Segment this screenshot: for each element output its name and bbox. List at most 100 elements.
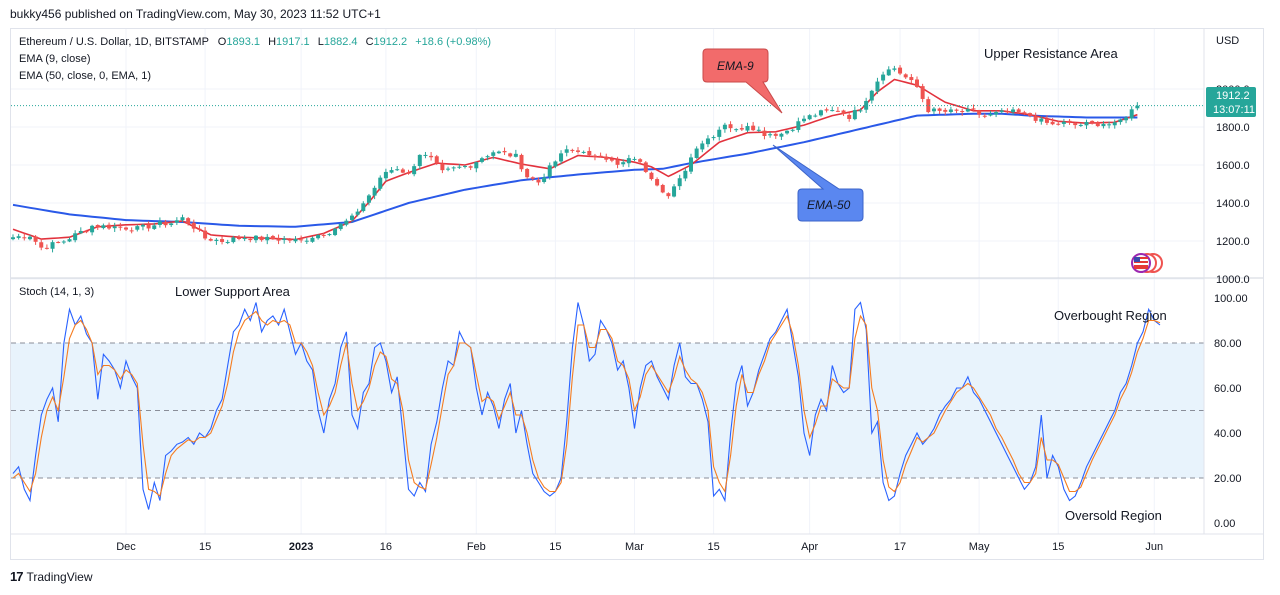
candle-body: [479, 158, 484, 162]
candle: [270, 234, 275, 240]
time-tick-label: Apr: [801, 541, 818, 553]
candle-body: [785, 130, 790, 134]
candle: [350, 213, 354, 223]
candle-body: [824, 109, 829, 111]
candle: [1095, 121, 1100, 128]
candle: [479, 156, 484, 164]
candle: [530, 176, 535, 182]
candle-body: [491, 152, 496, 156]
footer: 17 TradingView: [10, 569, 93, 584]
candle: [1005, 108, 1010, 114]
candle: [683, 168, 688, 182]
candle-body: [451, 167, 456, 169]
candle-body: [344, 220, 349, 225]
candle-body: [999, 110, 1004, 112]
candle-body: [276, 238, 281, 241]
time-tick-label: 17: [894, 541, 906, 553]
candle-body: [1039, 118, 1044, 122]
stoch-axis[interactable]: 0.00 20.00 40.00 60.00 80.00 100.00: [1214, 293, 1248, 530]
svg-text:EMA-50: EMA-50: [807, 198, 851, 212]
candle-body: [90, 225, 95, 233]
candle-body: [406, 172, 411, 174]
candle: [22, 233, 27, 241]
stoch-tick-label: 100.00: [1214, 293, 1248, 305]
candle: [16, 233, 21, 240]
upper-resistance-label: Upper Resistance Area: [984, 46, 1118, 61]
us-flag-icon[interactable]: [1131, 253, 1163, 273]
candle: [1124, 116, 1129, 124]
candle-body: [1095, 122, 1100, 127]
stoch-d-path: [12, 310, 1161, 497]
time-tick-label: 2023: [289, 541, 313, 553]
candle-body: [372, 187, 377, 196]
candle: [157, 217, 162, 228]
candle-body: [881, 74, 886, 81]
candle: [739, 124, 744, 132]
candle-body: [581, 151, 586, 153]
candle-body: [412, 166, 417, 175]
candle-body: [1056, 123, 1061, 125]
candle-body: [282, 238, 287, 241]
candle-body: [496, 151, 501, 154]
candle: [931, 107, 936, 115]
candle-body: [677, 178, 682, 187]
candle-body: [621, 162, 626, 165]
candle-body: [338, 223, 343, 230]
candle: [186, 217, 191, 226]
candle: [937, 107, 942, 115]
candle: [779, 132, 784, 141]
candle: [1033, 112, 1038, 123]
candle-body: [191, 222, 196, 229]
candle-body: [39, 242, 44, 248]
candle-body: [892, 68, 897, 70]
stoch-k-line: [12, 301, 1161, 510]
candle-body: [689, 157, 693, 172]
tradingview-logo-icon[interactable]: 17: [10, 569, 24, 584]
time-tick-label: Jun: [1145, 541, 1163, 553]
candle-body: [485, 156, 490, 158]
price-tick-label: 1200.0: [1216, 236, 1250, 248]
time-axis[interactable]: Dec 15 2023 16 Feb 15 Mar 15 Apr 17 May 15 Jun: [116, 541, 1163, 553]
candle-body: [1084, 121, 1089, 126]
ema9-line: [12, 78, 1138, 241]
candle: [406, 169, 411, 175]
candle: [677, 174, 682, 190]
candle: [304, 237, 309, 244]
candle: [790, 128, 795, 133]
candle: [248, 238, 253, 243]
candle-body: [429, 155, 434, 158]
candle-body: [463, 165, 467, 167]
candle: [1050, 118, 1055, 126]
candle-body: [717, 129, 722, 137]
candle: [355, 208, 360, 217]
candle-body: [434, 156, 439, 164]
candle: [852, 106, 857, 121]
stoch-tick-label: 60.00: [1214, 383, 1242, 395]
candle: [78, 227, 83, 235]
candle-body: [1022, 112, 1027, 114]
candle-body: [813, 115, 818, 117]
candle-body: [592, 155, 597, 157]
candle-body: [169, 223, 174, 226]
candle: [717, 126, 722, 141]
candle: [869, 89, 874, 104]
price-tick-label: 1800.0: [1216, 122, 1250, 134]
candle: [220, 236, 225, 245]
publisher-header: bukky456 published on TradingView.com, M…: [10, 7, 381, 21]
time-tick-label: 15: [1052, 541, 1064, 553]
candle: [372, 185, 377, 200]
candle-body: [220, 239, 225, 242]
candle-body: [700, 143, 705, 150]
candle-body: [16, 236, 21, 238]
candle: [643, 161, 648, 174]
candle: [395, 166, 400, 172]
svg-text:EMA-9: EMA-9: [717, 59, 754, 73]
candle: [581, 150, 586, 154]
candle-body: [321, 234, 326, 236]
candle: [1112, 119, 1117, 129]
candle: [570, 148, 575, 153]
footer-brand[interactable]: TradingView: [26, 569, 93, 584]
